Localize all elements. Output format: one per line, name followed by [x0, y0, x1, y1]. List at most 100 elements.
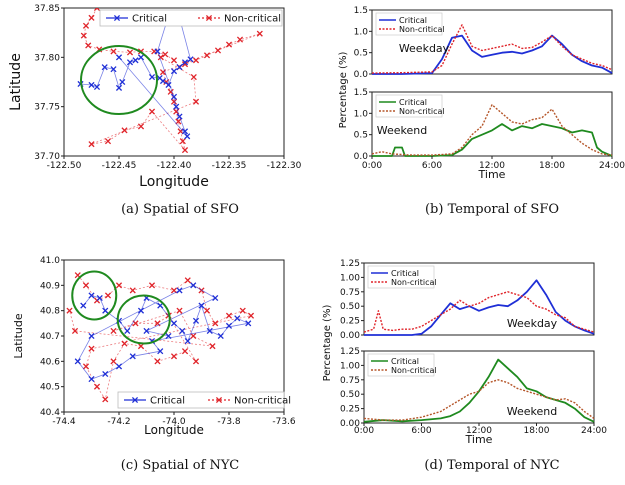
- y-tick-label-4: 40.8: [40, 307, 60, 317]
- noncritical-point-17: [225, 41, 233, 48]
- noncritical-point-10: [203, 307, 211, 314]
- panel-0-annotation: Weekday: [399, 42, 450, 55]
- panel-1-y-tick-label-1: 0.5: [354, 131, 368, 141]
- critical-point-22: [115, 363, 123, 370]
- noncritical-point-29: [148, 108, 156, 115]
- panel-1-y-tick-label-3: 1.5: [354, 88, 368, 98]
- y-tick-label-0: 40.4: [40, 408, 60, 418]
- noncritical-point-5: [129, 287, 136, 294]
- y-tick-label-2: 37.80: [34, 53, 60, 63]
- noncritical-point-14: [247, 312, 255, 319]
- plot-frame: [63, 259, 285, 413]
- panel-0-series-noncritical: [363, 291, 595, 333]
- x-tick-label-3: -122.35: [212, 161, 247, 171]
- noncritical-point-24: [181, 348, 189, 355]
- caption-d: (d) Temporal of NYC: [424, 458, 560, 473]
- y-axis-label: Percentage (%): [338, 52, 349, 129]
- critical-point-9: [170, 320, 178, 327]
- noncritical-point-32: [104, 138, 112, 145]
- x-tick-label-1: -74.2: [107, 417, 130, 427]
- noncritical-point-6: [110, 48, 117, 55]
- y-tick-label-3: 40.7: [40, 332, 60, 342]
- critical-point-13: [198, 302, 205, 309]
- panel-0-y-tick-label-2: 0.50: [340, 302, 360, 312]
- legend-label-0: Critical: [150, 396, 185, 407]
- critical-point-13: [165, 81, 172, 89]
- critical-point-26: [88, 332, 95, 340]
- critical-point-3: [102, 307, 109, 314]
- panel-1-y-tick-label-2: 1.0: [354, 109, 369, 119]
- critical-point-20: [157, 348, 164, 355]
- noncritical-point-34: [192, 98, 200, 105]
- noncritical-point-30: [137, 123, 145, 130]
- legend-label-1: Non-critical: [224, 14, 281, 25]
- noncritical-point-34: [66, 307, 73, 314]
- noncritical-point-32: [209, 343, 216, 350]
- plot-area: [77, 8, 263, 154]
- x-tick-label-4: -122.30: [267, 161, 302, 171]
- critical-point-18: [245, 320, 252, 327]
- noncritical-point-17: [93, 383, 101, 390]
- noncritical-point-11: [170, 57, 178, 64]
- panel-0-y-tick-label-3: 1.5: [354, 6, 368, 16]
- noncritical-point-8: [184, 277, 191, 284]
- noncritical-point-16: [214, 47, 222, 54]
- y-axis-label: Percentage (%): [322, 305, 333, 382]
- region-circle-1: [80, 45, 158, 116]
- panel-1-y-tick-label-5: 1.25: [340, 347, 360, 357]
- x-tick-label-0: -122.50: [47, 161, 82, 171]
- noncritical-point-30: [176, 307, 183, 314]
- legend-marker-0: [131, 396, 139, 404]
- panel-0-series-noncritical: [371, 24, 613, 74]
- noncritical-point-11: [212, 320, 219, 327]
- noncritical-point-22: [154, 358, 161, 365]
- noncritical-point-12: [225, 312, 233, 319]
- critical-point-0: [80, 302, 87, 309]
- noncritical-point-25: [175, 118, 182, 125]
- noncritical-point-4: [85, 42, 92, 49]
- noncritical-point-25: [192, 358, 200, 365]
- x-tick-label-2: -74.0: [162, 417, 186, 427]
- critical-point-14: [206, 327, 213, 334]
- panel-1-legend-box: [367, 353, 435, 377]
- critical-point-22: [170, 93, 178, 100]
- noncritical-point-1: [82, 282, 90, 289]
- panel-1-legend-label-0: Critical: [391, 357, 419, 366]
- legend-label-0: Critical: [132, 14, 167, 25]
- noncritical-point-16: [82, 363, 90, 370]
- x-tick-label-1: 6:00: [411, 426, 431, 436]
- legend-marker-0: [113, 14, 121, 22]
- noncritical-point-13: [239, 307, 246, 314]
- y-axis-label: Latitude: [8, 53, 24, 111]
- panel-1-y-tick-label-0: 0.00: [340, 419, 360, 429]
- chart-c-spatial-nyc: -74.4 -74.2 -74.0 -73.8 -73.6 40.4 40.5 40.6 40.…: [12, 256, 296, 437]
- noncritical-point-4: [115, 282, 123, 289]
- critical-point-24: [88, 376, 95, 383]
- panel-1-legend-label-1: Non-critical: [399, 107, 445, 116]
- critical-point-16: [181, 59, 189, 66]
- panel-0-y-tick-label-5: 1.25: [340, 259, 360, 269]
- critical-point-6: [137, 307, 145, 314]
- critical-point-11: [184, 338, 191, 345]
- x-tick-label-0: 0:00: [354, 426, 374, 436]
- panel-1-y-tick-label-0: 0.0: [354, 152, 369, 162]
- noncritical-point-33: [71, 327, 79, 334]
- noncritical-point-26: [177, 128, 184, 135]
- noncritical-point-6: [148, 282, 156, 289]
- x-tick-label-1: -122.45: [102, 161, 137, 171]
- noncritical-trace: [69, 274, 253, 401]
- noncritical-point-24: [173, 108, 180, 115]
- noncritical-point-28: [181, 147, 189, 154]
- y-tick-label-5: 40.9: [40, 281, 60, 291]
- y-axis-label: Latitude: [12, 313, 25, 359]
- panel-1-y-tick-label-1: 0.25: [340, 405, 360, 415]
- panel-0-series-critical: [364, 279, 595, 336]
- x-tick-label-0: 0:00: [362, 161, 382, 171]
- panel-1-series-noncritical: [371, 104, 613, 156]
- noncritical-point-20: [121, 340, 128, 347]
- x-tick-label-3: 18:00: [524, 426, 550, 436]
- critical-point-27: [115, 54, 123, 61]
- plot-area: [66, 270, 255, 403]
- y-tick-label-0: 37.70: [34, 152, 60, 162]
- caption-b: (b) Temporal of SFO: [424, 202, 560, 217]
